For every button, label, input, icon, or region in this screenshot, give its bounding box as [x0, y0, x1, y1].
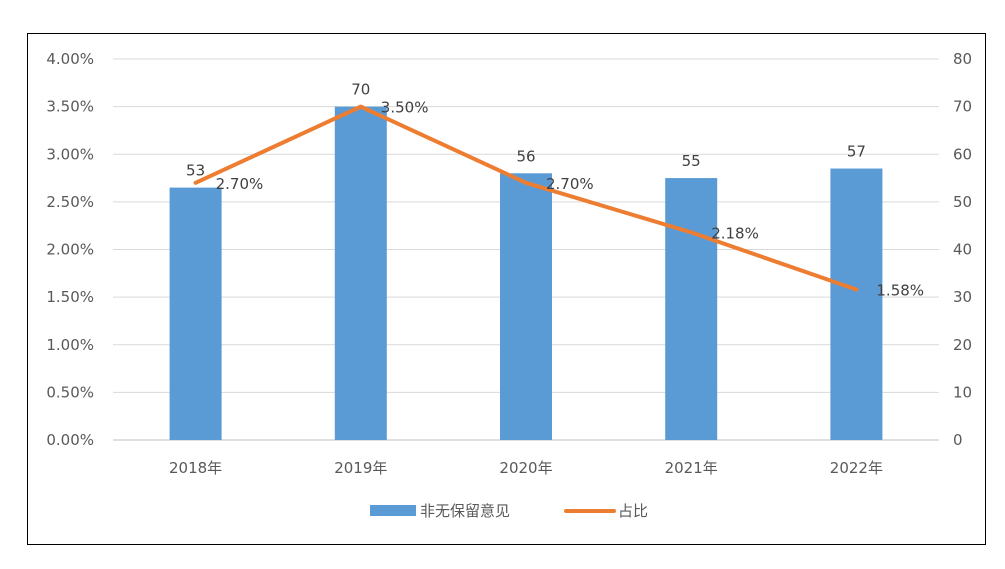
- legend-label-bar: 非无保留意见: [420, 502, 510, 520]
- right-tick-label: 0: [953, 431, 963, 449]
- bar: [500, 173, 552, 441]
- bar-value-label: 70: [351, 81, 370, 99]
- x-tick-label: 2020年: [499, 459, 552, 477]
- line-point: [854, 288, 858, 292]
- line-point: [524, 181, 528, 185]
- line-value-label: 2.70%: [216, 175, 264, 193]
- right-tick-label: 50: [953, 193, 972, 211]
- right-tick-label: 10: [953, 383, 972, 401]
- right-axis-ticks: 0 10 20 30 40 50 60 70 80: [953, 50, 972, 449]
- right-tick-label: 40: [953, 241, 972, 259]
- x-tick-label: 2022年: [830, 459, 883, 477]
- legend-swatch-bar: [370, 505, 416, 516]
- left-tick-label: 2.00%: [46, 241, 94, 259]
- line-value-label: 3.50%: [381, 99, 429, 117]
- chart-frame: 0.00% 0.50% 1.00% 1.50% 2.00% 2.50% 3.00% 3.50%…: [27, 33, 986, 545]
- right-tick-label: 20: [953, 336, 972, 354]
- right-tick-label: 30: [953, 288, 972, 306]
- line-value-label: 2.70%: [546, 175, 594, 193]
- x-axis-ticks: 2018年 2019年 2020年 2021年 2022年: [169, 459, 883, 477]
- line-point: [689, 230, 693, 234]
- bar: [169, 187, 222, 440]
- bar-value-label: 56: [516, 147, 535, 165]
- line-data-labels: 2.70% 3.50% 2.70% 2.18% 1.58%: [216, 99, 924, 300]
- line-point: [194, 181, 198, 185]
- bar: [334, 106, 387, 440]
- bar-value-label: 55: [682, 152, 701, 170]
- left-tick-label: 2.50%: [46, 193, 94, 211]
- left-tick-label: 1.50%: [46, 288, 94, 306]
- bar-value-label: 57: [847, 143, 866, 161]
- legend: 非无保留意见 占比: [370, 502, 648, 520]
- x-tick-label: 2019年: [334, 459, 387, 477]
- right-tick-label: 80: [953, 50, 972, 68]
- left-tick-label: 0.00%: [46, 431, 94, 449]
- bar: [830, 168, 883, 440]
- left-axis-ticks: 0.00% 0.50% 1.00% 1.50% 2.00% 2.50% 3.00% 3.50%…: [46, 50, 94, 449]
- legend-label-line: 占比: [618, 502, 648, 520]
- bar-value-label: 53: [186, 162, 205, 180]
- line-series: [193, 104, 859, 292]
- left-tick-label: 0.50%: [46, 383, 94, 401]
- bar-data-labels: 53 70 56 55 57: [186, 81, 866, 180]
- left-tick-label: 3.50%: [46, 98, 94, 116]
- bar: [665, 178, 718, 440]
- bar-series: [169, 106, 883, 441]
- x-tick-label: 2018年: [169, 459, 222, 477]
- x-tick-label: 2021年: [665, 459, 718, 477]
- line-value-label: 2.18%: [711, 224, 759, 242]
- line-point: [359, 105, 363, 109]
- left-tick-label: 1.00%: [46, 336, 94, 354]
- line-value-label: 1.58%: [876, 282, 924, 300]
- right-tick-label: 70: [953, 98, 972, 116]
- right-tick-label: 60: [953, 145, 972, 163]
- left-tick-label: 4.00%: [46, 50, 94, 68]
- left-tick-label: 3.00%: [46, 145, 94, 163]
- combo-chart: 0.00% 0.50% 1.00% 1.50% 2.00% 2.50% 3.00% 3.50%…: [46, 50, 972, 520]
